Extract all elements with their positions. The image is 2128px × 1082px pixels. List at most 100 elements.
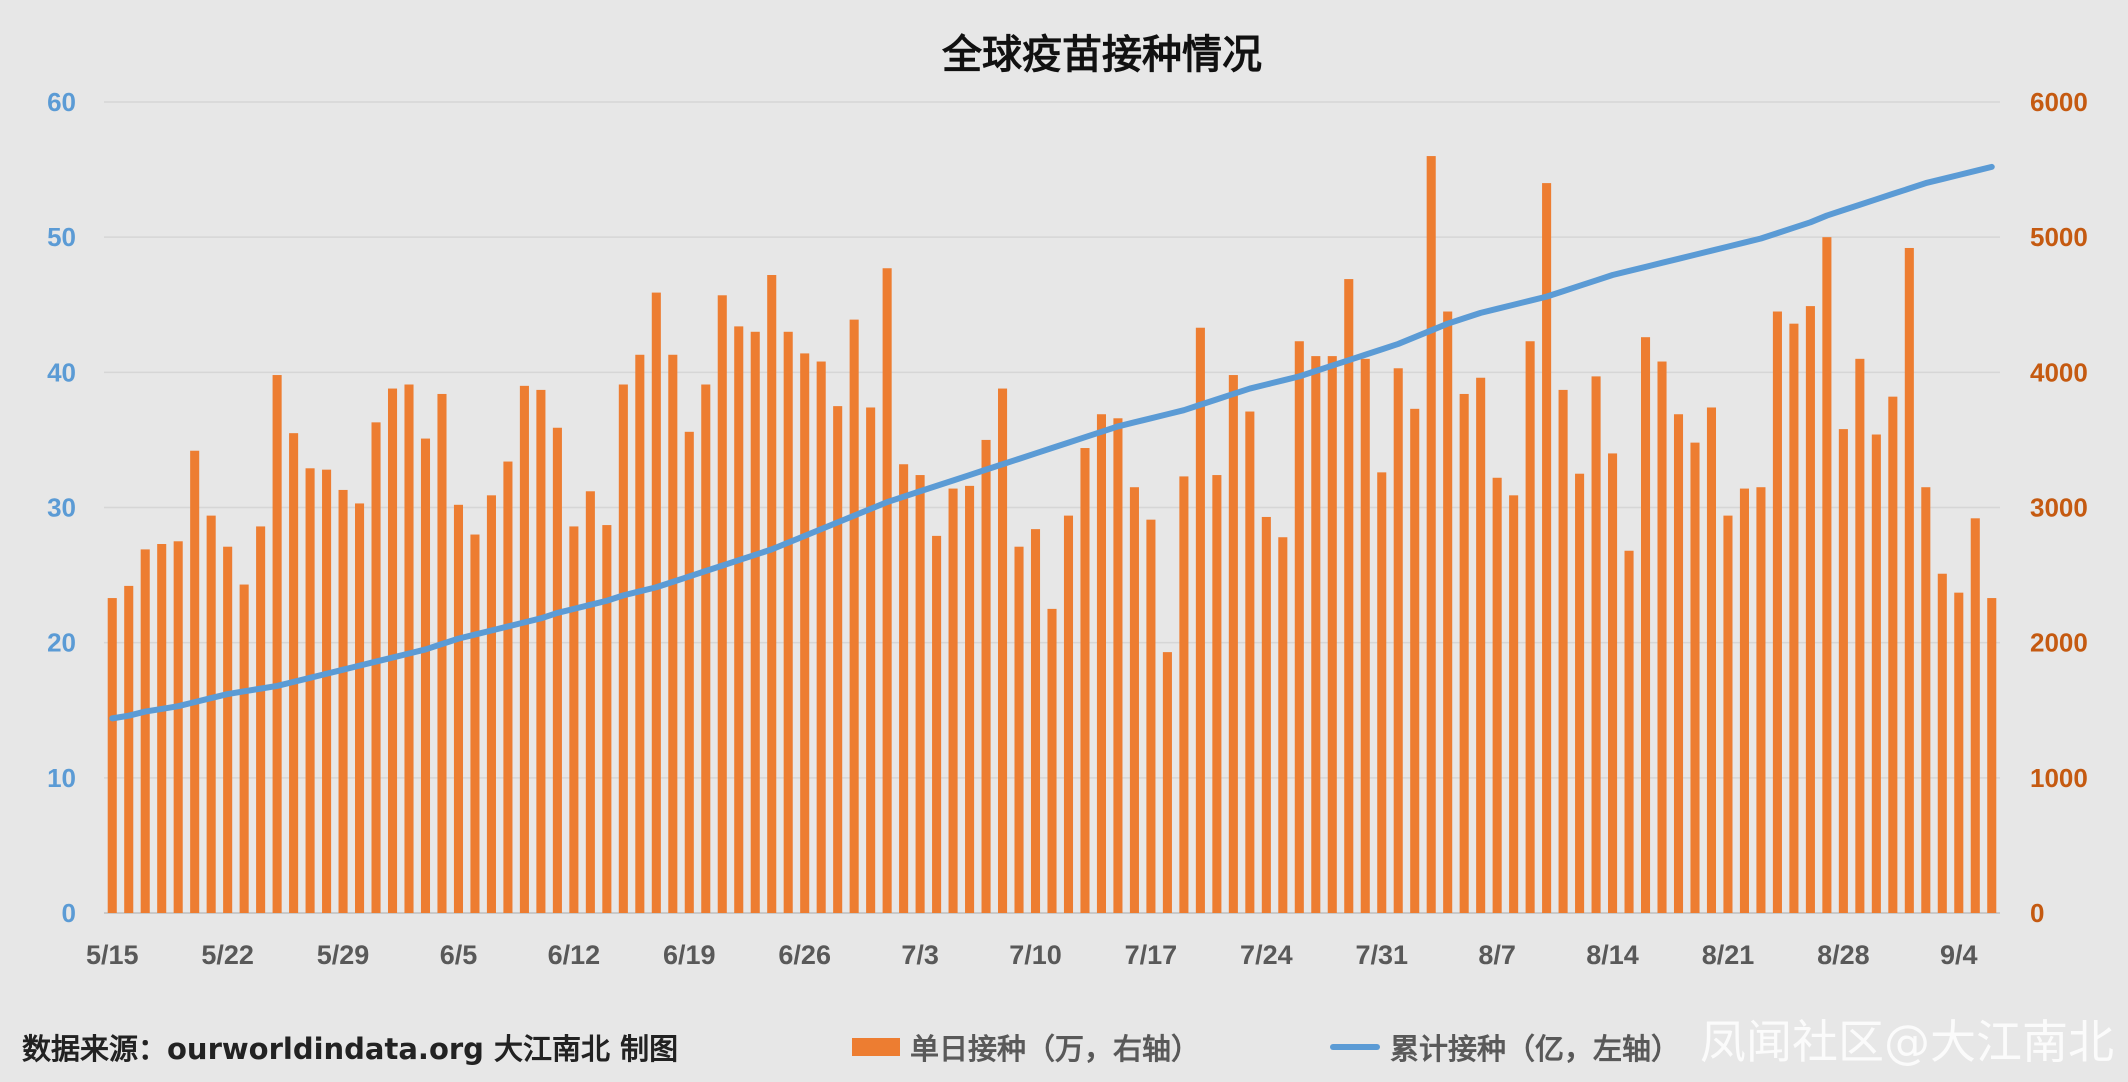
daily-bar [1393, 368, 1403, 913]
daily-bar [800, 353, 810, 913]
daily-bar [866, 407, 876, 913]
y-left-tick-label: 20 [47, 628, 76, 658]
daily-bar [1410, 408, 1420, 913]
daily-bar [1459, 393, 1469, 914]
daily-bar [1838, 429, 1848, 913]
daily-bar [1311, 356, 1321, 913]
daily-bar [998, 388, 1008, 913]
daily-bar [1822, 237, 1832, 914]
daily-bar [1360, 358, 1370, 913]
daily-bar [239, 584, 249, 913]
daily-bar [1706, 407, 1717, 913]
daily-bar [767, 275, 777, 913]
daily-bar [1772, 311, 1782, 913]
daily-bar [1673, 414, 1684, 913]
watermark: 凤闻社区@大江南北 [1700, 1015, 2114, 1069]
x-tick-label: 8/14 [1586, 940, 1639, 970]
daily-bar [1195, 327, 1205, 914]
daily-bar [1344, 279, 1354, 913]
daily-bar [190, 450, 200, 913]
legend-swatch-line [1330, 1044, 1380, 1050]
daily-bar [717, 295, 727, 913]
x-tick-label: 8/7 [1478, 940, 1516, 970]
y-right-tick-label: 1000 [2030, 763, 2088, 793]
x-tick-label: 6/26 [778, 940, 831, 970]
daily-bar [1558, 389, 1568, 913]
daily-bar [1179, 476, 1189, 913]
daily-bar [1624, 550, 1634, 913]
daily-bar [965, 485, 975, 913]
daily-bar [1476, 377, 1486, 913]
cumulative-line [109, 163, 1995, 722]
daily-bar [849, 319, 859, 913]
daily-bar [1261, 516, 1271, 913]
daily-bar [420, 438, 431, 913]
x-tick-label: 7/10 [1009, 940, 1062, 970]
daily-bar [1146, 519, 1156, 913]
daily-bar [684, 431, 694, 913]
daily-bar [932, 535, 942, 913]
x-axis: 5/15 5/22 5/29 6/5 6/12 6/19 6/26 7/3 7/10 7/17 7/… [86, 940, 1978, 970]
y-axis-left: 0 10 20 30 40 50 60 [47, 87, 76, 928]
daily-bar [453, 504, 464, 913]
y-axis-right: 0 1000 2000 3000 4000 5000 6000 [2030, 87, 2088, 928]
y-left-tick-label: 0 [62, 898, 76, 928]
x-tick-label: 6/5 [440, 940, 478, 970]
daily-bar [1377, 472, 1387, 913]
daily-bar [1904, 247, 1914, 914]
daily-bar [1525, 341, 1535, 913]
daily-bar [1162, 652, 1172, 913]
x-tick-label: 8/21 [1702, 940, 1755, 970]
daily-bar [1278, 537, 1288, 913]
daily-bar [1591, 376, 1601, 913]
daily-bar [387, 388, 398, 913]
daily-bar [668, 354, 678, 913]
daily-bar [338, 489, 348, 913]
daily-bar [1542, 183, 1552, 914]
daily-bar [519, 385, 529, 914]
daily-bar [1228, 375, 1238, 913]
daily-bar [124, 585, 134, 913]
daily-bar [585, 491, 595, 913]
x-tick-label: 7/3 [901, 940, 939, 970]
daily-bar [371, 422, 381, 913]
daily-bar [816, 361, 826, 913]
cumulative-line-group [109, 163, 1995, 722]
daily-bar [223, 546, 233, 913]
daily-bar [1294, 341, 1304, 913]
daily-bar [1113, 418, 1123, 913]
daily-bar [322, 469, 332, 913]
x-tick-label: 7/24 [1240, 940, 1293, 970]
daily-bar [1756, 487, 1766, 913]
daily-bar [1575, 473, 1585, 913]
x-tick-label: 6/19 [663, 940, 716, 970]
daily-bar [552, 427, 562, 913]
daily-bar [1789, 323, 1799, 913]
x-tick-label: 8/28 [1817, 940, 1870, 970]
legend-item-cumulative: 累计接种（亿，左轴） [1330, 1026, 1680, 1068]
legend-label-cumulative: 累计接种（亿，左轴） [1390, 1032, 1681, 1066]
daily-bar [1212, 475, 1222, 913]
daily-bar [1096, 414, 1106, 913]
x-tick-label: 7/17 [1125, 940, 1178, 970]
x-tick-label: 9/4 [1940, 940, 1978, 970]
daily-bar [272, 375, 282, 913]
y-left-tick-label: 50 [47, 222, 76, 252]
y-right-tick-label: 0 [2030, 898, 2044, 928]
daily-bar [1030, 529, 1041, 913]
daily-bar [1641, 337, 1651, 913]
daily-bar [1739, 488, 1749, 913]
daily-bar [882, 268, 892, 913]
daily-bar [157, 544, 167, 913]
x-tick-label: 5/15 [86, 940, 139, 970]
daily-bar [734, 326, 744, 913]
y-right-tick-label: 6000 [2030, 87, 2088, 117]
y-left-tick-label: 60 [47, 87, 76, 117]
daily-bar [536, 389, 546, 913]
daily-bar [1080, 448, 1090, 913]
y-left-tick-label: 40 [47, 357, 76, 387]
daily-bar [1937, 573, 1947, 913]
daily-bar [569, 526, 579, 913]
x-tick-label: 7/31 [1355, 940, 1408, 970]
daily-bar [404, 384, 414, 913]
